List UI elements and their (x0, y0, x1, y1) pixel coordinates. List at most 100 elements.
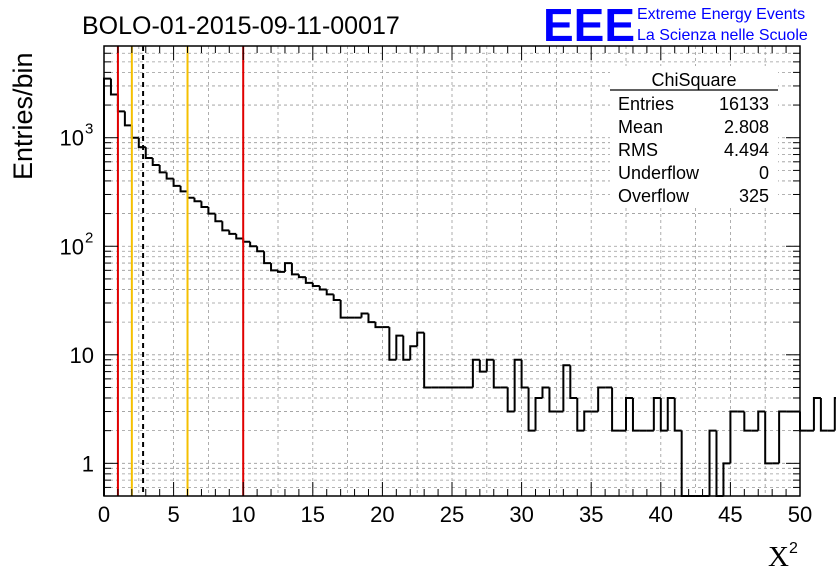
histogram-bin (123, 111, 132, 127)
stats-row-value: 16133 (719, 94, 769, 114)
histogram-bin (673, 397, 682, 432)
histogram-bin (666, 396, 675, 431)
histogram-bin (409, 345, 418, 360)
y-tick-label-base: 10 (60, 126, 84, 151)
histogram-bin (151, 158, 160, 167)
histogram-bin (492, 359, 501, 389)
histogram-bin (799, 411, 807, 432)
histogram-bin (423, 332, 432, 389)
histogram-bin (172, 178, 181, 187)
y-tick-label-base: 10 (60, 234, 84, 259)
x-tick-label: 30 (509, 502, 533, 527)
histogram-bin (548, 387, 557, 413)
x-tick-label: 15 (301, 502, 325, 527)
histogram-bin (318, 286, 327, 291)
histogram-bin (165, 172, 174, 180)
histogram-bin (764, 411, 773, 465)
histogram-bin (270, 263, 278, 272)
y-tick-label: 10 3 (60, 121, 94, 151)
y-tick-label: 10 (70, 343, 94, 368)
histogram-bin (520, 359, 529, 389)
histogram-bin (263, 251, 272, 265)
histogram-bin (478, 359, 487, 373)
x-tick-label: 25 (440, 502, 464, 527)
histogram-bin (325, 289, 334, 296)
y-tick-label: 1 (82, 451, 94, 476)
histogram-bin (743, 411, 752, 432)
y-tick-label-base: 10 (70, 343, 94, 368)
stats-row-label: RMS (618, 140, 658, 160)
histogram-bin (819, 397, 828, 432)
histogram-bin (116, 94, 125, 113)
stats-row-label: Overflow (618, 186, 690, 206)
histogram-bin (193, 197, 202, 203)
histogram-bin (214, 213, 223, 223)
histogram-bin (367, 313, 376, 324)
y-tick-label-base: 1 (82, 451, 94, 476)
histogram-bin (388, 327, 397, 361)
histogram-bin (360, 312, 369, 318)
histogram-bin (562, 364, 571, 412)
histogram-bin (812, 396, 821, 431)
histogram-bin (583, 410, 592, 431)
histogram-bin (103, 77, 111, 496)
histogram-bin (569, 365, 578, 399)
histogram-bin (611, 387, 620, 432)
histogram-bin (109, 78, 118, 96)
stats-row-value: 2.808 (724, 117, 769, 137)
x-tick-label: 45 (718, 502, 742, 527)
stats-row-value: 325 (739, 186, 769, 206)
x-axis-label-sup: 2 (789, 540, 798, 557)
x-axis-label: X 2 (768, 540, 798, 572)
histogram-bin (249, 241, 258, 248)
histogram-bin (283, 262, 292, 272)
histogram-bin (778, 410, 787, 464)
histogram-bin (339, 299, 348, 319)
y-axis-label: Entries/bin (8, 52, 38, 180)
stats-row-label: Mean (618, 117, 663, 137)
eee-logo: EEE Extreme Energy Events La Scienza nel… (543, 0, 808, 51)
histogram-bin (374, 322, 383, 329)
stats-box-rows: Entries 16133 Mean 2.808 RMS 4.494 Underflow 0 O… (618, 94, 769, 206)
x-tick-label: 10 (231, 502, 255, 527)
histogram-bin (207, 206, 216, 215)
histogram-bin (402, 335, 411, 361)
histogram-bin (311, 282, 320, 288)
histogram-bin (221, 221, 230, 232)
stats-row-value: 0 (759, 163, 769, 183)
histogram-bin (729, 410, 738, 464)
histogram-bin (513, 358, 522, 412)
y-tick-label-exponent: 3 (85, 121, 93, 138)
y-tick-label-exponent: 2 (85, 229, 93, 246)
histogram-bin (576, 397, 585, 432)
logo-line-1: Extreme Energy Events (637, 6, 805, 23)
histogram-bin (485, 358, 494, 372)
histogram-bin (527, 387, 536, 432)
stats-row-label: Underflow (618, 163, 700, 183)
histogram-bin (541, 386, 550, 398)
histogram-bin (304, 277, 313, 284)
histogram-bin (416, 331, 425, 347)
chart-title: BOLO-01-2015-09-11-00017 (82, 12, 400, 40)
histogram-bin (652, 396, 661, 431)
histogram-bin (708, 429, 717, 496)
histogram-bin (631, 397, 640, 432)
x-axis-label-main: X (768, 541, 789, 572)
histogram-bin (130, 125, 139, 139)
axes (103, 45, 801, 497)
histogram-bin (200, 201, 209, 208)
stats-box: ChiSquare Entries 16133 Mean 2.808 RMS 4.494 U… (610, 66, 778, 206)
histogram-bin (659, 397, 668, 432)
histogram-bin (471, 358, 480, 388)
x-tick-label: 5 (167, 502, 179, 527)
histogram-bin (332, 294, 341, 301)
histogram-bin (228, 230, 237, 235)
histogram-bin (757, 410, 766, 431)
histogram-bin (179, 185, 188, 193)
y-tick-label: 10 2 (60, 229, 94, 259)
x-tick-label: 0 (98, 502, 110, 527)
histogram-bin (597, 386, 606, 412)
